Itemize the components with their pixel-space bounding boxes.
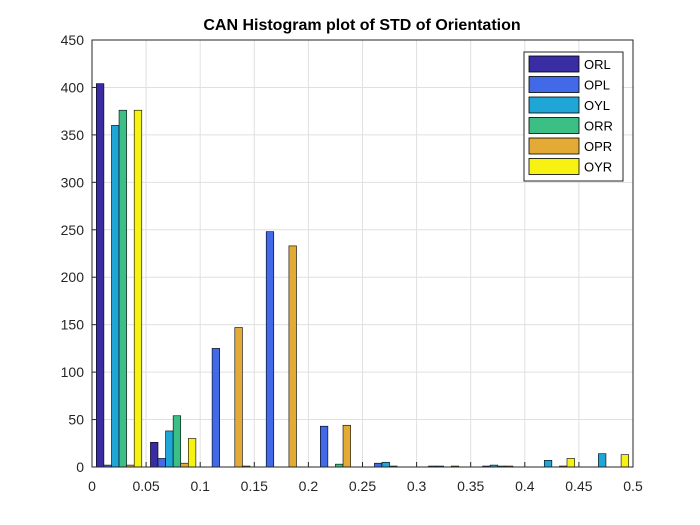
- legend-swatch-orl: [528, 55, 580, 73]
- y-tick-label: 100: [61, 364, 85, 380]
- bar-opr-bin-1: [180, 462, 189, 468]
- y-tick-label: 400: [61, 79, 85, 95]
- legend-label-orl: ORL: [584, 57, 611, 72]
- legend-swatch-opl: [528, 76, 580, 93]
- bar-orr-bin-1: [172, 415, 182, 468]
- legend-label-opl: OPL: [584, 78, 610, 93]
- x-tick-label: 0.05: [132, 478, 159, 494]
- legend-swatch-orr: [528, 117, 580, 134]
- y-tick-label: 200: [61, 269, 85, 285]
- bar-oyr-bin-0: [133, 109, 143, 468]
- bar-opl-bin-2: [211, 348, 220, 468]
- bar-orr-bin-0: [118, 109, 127, 468]
- legend-label-opr: OPR: [584, 139, 612, 154]
- bars-group: [96, 83, 629, 468]
- bar-opr-bin-4: [342, 424, 351, 468]
- x-tick-label: 0.25: [349, 478, 376, 494]
- legend-swatch-oyr: [528, 158, 580, 175]
- x-tick-label: 0.2: [299, 478, 319, 494]
- x-tick-label: 0.35: [457, 478, 484, 494]
- x-tick-label: 0.5: [623, 478, 643, 494]
- bar-oyr-bin-8: [566, 458, 575, 468]
- bar-opl-bin-5: [374, 462, 383, 468]
- legend-swatch-opr: [528, 137, 580, 155]
- bar-oyl-bin-0: [111, 125, 120, 468]
- x-tick-label: 0.45: [565, 478, 592, 494]
- y-tick-label: 450: [61, 32, 85, 48]
- y-tick-label: 150: [61, 317, 85, 333]
- bar-oyl-bin-1: [165, 430, 174, 468]
- x-tick-label: 0.3: [407, 478, 427, 494]
- chart-title: CAN Histogram plot of STD of Orientation: [203, 17, 520, 34]
- legend: ORL OPL OYL ORR OPR OYR: [523, 51, 624, 182]
- x-tick-label: 0.4: [515, 478, 535, 494]
- bar-opr-bin-3: [288, 245, 297, 468]
- bar-opl-bin-4: [320, 425, 329, 468]
- x-tick-label: 0.15: [241, 478, 268, 494]
- bar-oyr-bin-9: [620, 454, 629, 468]
- legend-label-oyl: OYL: [584, 98, 610, 113]
- bar-oyl-bin-9: [598, 453, 607, 468]
- axes-group: [91, 39, 634, 468]
- y-tick-label: 350: [61, 127, 85, 143]
- axes-box: [91, 39, 634, 468]
- bar-oyl-bin-8: [543, 460, 553, 468]
- bar-oyl-bin-5: [381, 461, 390, 468]
- y-tick-label: 50: [68, 412, 84, 428]
- bar-orl-bin-1: [150, 442, 159, 468]
- x-tick-label: 0: [88, 478, 96, 494]
- y-tick-label: 300: [61, 174, 85, 190]
- legend-swatch-oyl: [528, 96, 580, 114]
- y-tick-label: 0: [76, 459, 84, 475]
- x-tick-label: 0.1: [190, 478, 210, 494]
- bar-orl-bin-0: [96, 83, 105, 468]
- y-tick-label: 250: [61, 222, 85, 238]
- legend-label-orr: ORR: [584, 119, 613, 134]
- bar-opr-bin-2: [234, 327, 243, 468]
- bar-oyr-bin-1: [187, 438, 197, 468]
- y-tick-labels: 0 50 100 150 200 250 300 350 400 450: [61, 32, 85, 475]
- x-tick-labels: 0 0.05 0.1 0.15 0.2 0.25 0.3 0.35 0.4 0.45 0.5: [88, 478, 643, 494]
- legend-label-oyr: OYR: [584, 160, 612, 175]
- bar-opl-bin-1: [157, 458, 166, 468]
- bar-opl-bin-3: [265, 231, 275, 468]
